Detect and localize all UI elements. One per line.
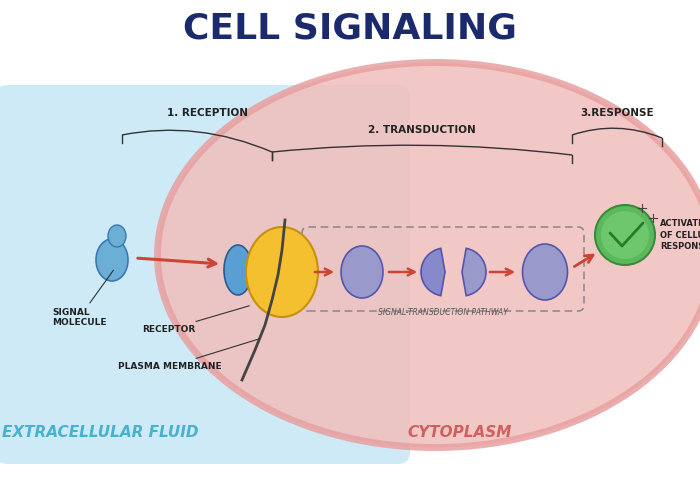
Text: PLASMA MEMBRANE: PLASMA MEMBRANE xyxy=(118,339,259,371)
Ellipse shape xyxy=(96,239,128,281)
Wedge shape xyxy=(462,248,486,295)
Ellipse shape xyxy=(158,63,700,447)
Text: 3.RESPONSE: 3.RESPONSE xyxy=(580,108,654,118)
Ellipse shape xyxy=(224,245,252,295)
Ellipse shape xyxy=(108,225,126,247)
Text: RECEPTOR: RECEPTOR xyxy=(142,306,249,334)
Ellipse shape xyxy=(522,244,568,300)
FancyBboxPatch shape xyxy=(0,85,410,464)
Circle shape xyxy=(601,211,649,259)
Ellipse shape xyxy=(246,227,318,317)
Text: CELL SIGNALING: CELL SIGNALING xyxy=(183,11,517,45)
Text: 1. RECEPTION: 1. RECEPTION xyxy=(167,108,248,118)
Text: ACTIVATION
OF CELLULAR
RESPONSE: ACTIVATION OF CELLULAR RESPONSE xyxy=(660,219,700,251)
Circle shape xyxy=(595,205,655,265)
Text: 2. TRANSDUCTION: 2. TRANSDUCTION xyxy=(368,125,476,135)
Text: SIGNAL
MOLECULE: SIGNAL MOLECULE xyxy=(52,270,113,327)
Ellipse shape xyxy=(341,246,383,298)
Text: CYTOPLASM: CYTOPLASM xyxy=(408,424,512,440)
Text: SIGNAL-TRANSDUCTION PATHWAY: SIGNAL-TRANSDUCTION PATHWAY xyxy=(378,308,508,317)
Wedge shape xyxy=(421,248,445,295)
Text: EXTRACELLULAR FLUID: EXTRACELLULAR FLUID xyxy=(1,424,198,440)
